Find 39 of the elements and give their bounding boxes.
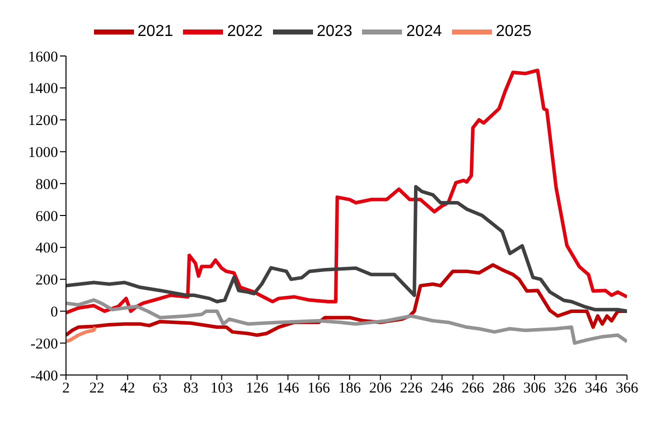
y-tick-label: -400 xyxy=(30,368,58,384)
x-tick-label: 166 xyxy=(308,380,331,397)
y-tick-label: 0 xyxy=(50,304,58,321)
x-tick-label: 22 xyxy=(89,380,104,397)
x-tick-label: 286 xyxy=(492,380,516,397)
y-tick-label: 1000 xyxy=(28,145,58,162)
legend-label: 2022 xyxy=(227,23,263,40)
x-tick-label: 63 xyxy=(152,380,168,397)
legend-label: 2021 xyxy=(138,23,174,40)
line-series xyxy=(66,185,627,313)
line-series xyxy=(66,325,98,344)
y-tick-label: 600 xyxy=(36,208,58,225)
y-tick-label: 800 xyxy=(36,176,58,193)
x-tick-label: 206 xyxy=(369,380,392,397)
legend-label: 2023 xyxy=(316,23,352,40)
y-tick-label: 400 xyxy=(36,240,58,257)
y-tick-label: 1200 xyxy=(28,113,58,130)
x-tick-label: 246 xyxy=(430,380,454,397)
legend-label: 2024 xyxy=(406,23,442,40)
y-tick-label: 1400 xyxy=(28,81,58,98)
x-tick-label: 306 xyxy=(523,380,546,397)
x-tick-label: 326 xyxy=(554,380,578,397)
y-tick-label: 200 xyxy=(36,272,58,289)
y-tick-label: 1600 xyxy=(28,49,58,66)
x-tick-label: 126 xyxy=(246,380,269,397)
x-tick-label: 42 xyxy=(120,380,136,397)
x-tick-label: 186 xyxy=(338,380,362,397)
x-tick-label: 366 xyxy=(616,380,639,397)
x-tick-label: 2 xyxy=(62,380,70,397)
x-tick-label: 346 xyxy=(584,380,608,397)
y-tick-label: -200 xyxy=(30,336,58,352)
x-tick-label: 103 xyxy=(210,380,233,397)
legend-label: 2025 xyxy=(496,23,532,40)
line-series xyxy=(66,298,627,345)
x-tick-label: 83 xyxy=(183,380,198,397)
line-series xyxy=(66,68,627,315)
x-tick-label: 146 xyxy=(276,380,300,397)
x-tick-label: 266 xyxy=(462,380,485,397)
x-tick-label: 226 xyxy=(400,380,423,397)
